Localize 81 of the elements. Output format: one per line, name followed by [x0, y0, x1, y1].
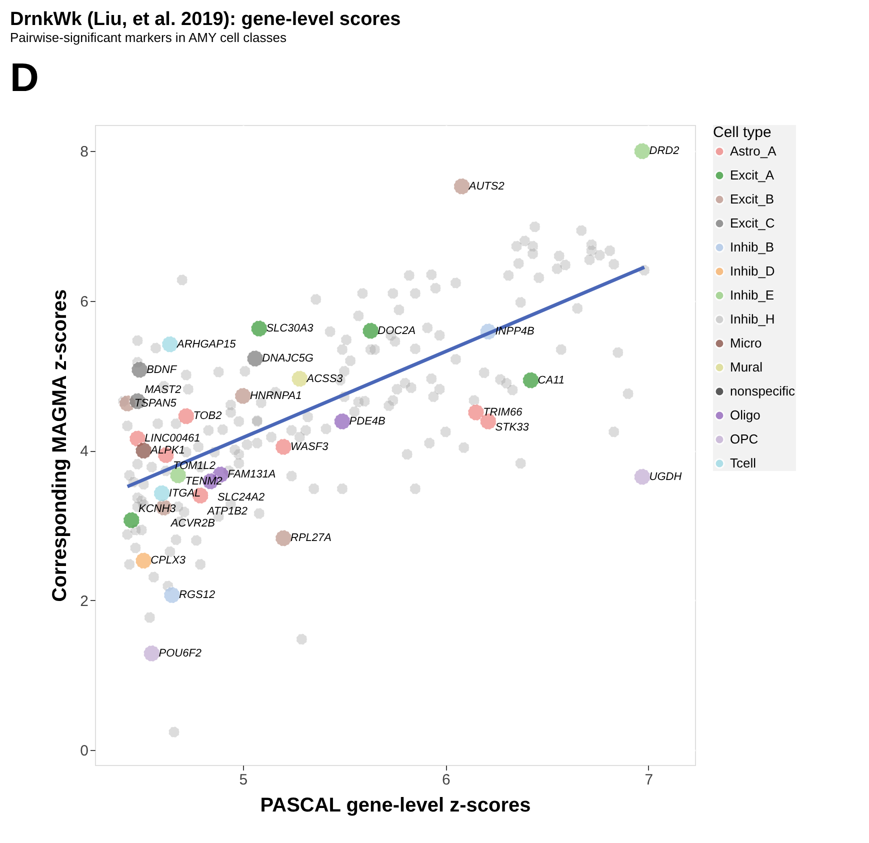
point — [275, 530, 292, 547]
legend-title: Cell type — [713, 124, 772, 141]
legend-label: Mural — [730, 360, 763, 374]
annotation: BDNF — [146, 364, 178, 376]
annotation: CPLX3 — [150, 554, 186, 567]
annotation: MAST2 — [144, 384, 182, 396]
annotation: DRD2 — [649, 145, 680, 158]
annotation: ACVR2B — [170, 518, 215, 530]
annotation: CA11 — [538, 374, 565, 386]
legend-label: Inhib_B — [730, 240, 774, 254]
y-tick-label: 6 — [80, 293, 88, 310]
point — [334, 412, 351, 430]
point — [123, 512, 140, 529]
annotation: DOC2A — [378, 324, 416, 337]
point — [362, 322, 380, 340]
chart-subtitle: Pairwise-significant markers in AMY cell classes — [10, 30, 287, 45]
annotation: HNRNPA1 — [250, 390, 302, 402]
annotation: RGS12 — [179, 589, 216, 602]
annotation: ITGAL — [168, 487, 201, 500]
legend-label: Inhib_H — [730, 312, 775, 326]
legend-label: nonspecific — [730, 384, 796, 398]
legend-label: Inhib_D — [730, 264, 775, 278]
annotation: SLC30A3 — [266, 322, 314, 335]
y-tick-label: 2 — [80, 592, 88, 610]
point — [468, 404, 485, 421]
point — [234, 388, 252, 404]
annotation: TENM2 — [185, 475, 222, 488]
legend-label: Oligo — [730, 408, 760, 422]
y-tick-label: 4 — [80, 443, 88, 460]
annotation: PDE4B — [349, 415, 386, 428]
annotation: AUTS2 — [468, 180, 504, 192]
x-axis-title: PASCAL gene-level z-scores — [260, 794, 531, 816]
x-tick-label: 6 — [442, 772, 450, 788]
legend-label: Excit_B — [730, 192, 774, 206]
annotation: ALPK1 — [150, 444, 185, 457]
point — [143, 645, 160, 662]
annotation: FAM131A — [228, 468, 276, 481]
point — [453, 178, 470, 195]
annotation: TOM1L2 — [172, 460, 216, 472]
point — [522, 372, 540, 389]
point — [153, 484, 170, 502]
legend-label: OPC — [730, 432, 758, 446]
legend-label: Tcell — [730, 456, 756, 470]
annotation: POU6F2 — [158, 647, 202, 660]
y-axis-title: Corresponding MAGMA z-scores — [49, 289, 72, 602]
annotation: INPP4B — [495, 326, 534, 338]
y-tick-label: 8 — [80, 144, 88, 161]
legend-label: Inhib_E — [730, 288, 774, 302]
point — [178, 408, 195, 425]
annotation: SLC24A2 — [218, 491, 265, 504]
legend-label: Excit_A — [730, 168, 774, 182]
legend-label: Astro_A — [730, 144, 777, 158]
point — [275, 438, 292, 456]
point — [135, 552, 152, 570]
point — [250, 320, 268, 338]
x-tick-label: 5 — [239, 772, 248, 788]
annotation: TOB2 — [193, 410, 222, 422]
legend-label: Micro — [730, 336, 762, 350]
chart-title: DrnkWk (Liu, et al. 2019): gene-level scores — [10, 9, 401, 30]
annotation: DNAJC5G — [262, 352, 314, 365]
annotation: ARHGAP15 — [176, 338, 237, 350]
legend-label: Excit_C — [730, 216, 775, 230]
annotation: TRIM66 — [483, 406, 524, 418]
annotation: RPL27A — [290, 532, 332, 544]
point — [162, 336, 178, 353]
y-tick-label: 0 — [80, 742, 88, 760]
point — [634, 142, 651, 160]
point — [246, 350, 264, 367]
annotation: STK33 — [495, 421, 530, 434]
annotation: TSPAN5 — [134, 397, 178, 410]
annotation: LINC00461 — [144, 432, 200, 445]
point — [164, 586, 180, 604]
annotation: UGDH — [649, 470, 682, 483]
annotation: WASF3 — [290, 440, 330, 453]
annotation: ACSS3 — [306, 372, 344, 385]
annotation: KCNH3 — [138, 503, 177, 516]
text: D — [10, 56, 39, 100]
annotation: ATP1B2 — [206, 506, 248, 518]
point — [634, 468, 651, 486]
point — [131, 361, 148, 378]
x-tick-label: 7 — [644, 772, 654, 788]
